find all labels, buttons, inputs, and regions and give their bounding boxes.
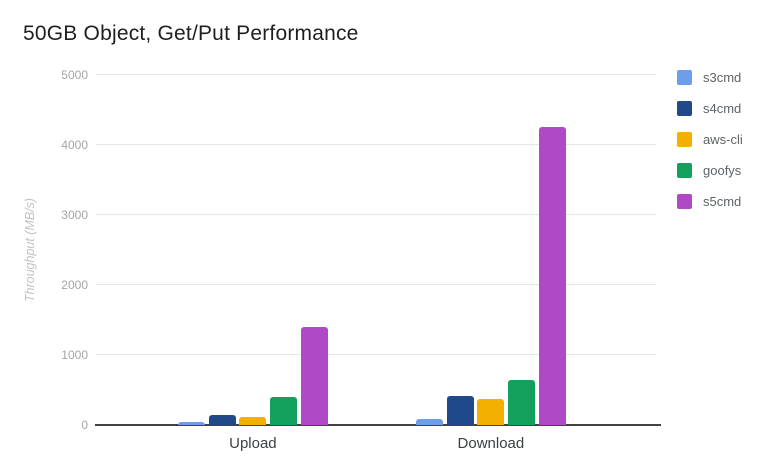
bar-s4cmd-download xyxy=(446,396,474,425)
gridline xyxy=(96,74,656,75)
bar-s5cmd-upload xyxy=(300,327,328,425)
y-tick-label: 3000 xyxy=(61,208,88,222)
bar-aws-cli-download xyxy=(477,399,505,425)
legend-label: s3cmd xyxy=(703,70,742,85)
gridline xyxy=(96,144,656,145)
bar-s3cmd-upload xyxy=(178,421,205,425)
x-axis-line xyxy=(95,424,661,426)
chart-title: 50GB Object, Get/Put Performance xyxy=(23,22,359,45)
legend-swatch-icon xyxy=(677,101,692,116)
legend-swatch-icon xyxy=(677,163,692,178)
legend-label: aws-cli xyxy=(703,132,743,147)
bar-aws-cli-upload xyxy=(239,417,267,425)
legend-item-aws-cli: aws-cli xyxy=(677,132,743,147)
bar-s3cmd-download xyxy=(416,419,443,425)
legend-swatch-icon xyxy=(677,194,692,209)
legend-item-s4cmd: s4cmd xyxy=(677,101,743,116)
y-tick-label: 0 xyxy=(81,418,88,432)
gridline xyxy=(96,284,656,285)
bar-s4cmd-upload xyxy=(208,415,236,425)
y-tick-label: 2000 xyxy=(61,278,88,292)
legend-swatch-icon xyxy=(677,70,692,85)
legend-label: goofys xyxy=(703,163,742,178)
legend: s3cmd s4cmd aws-cli goofys s5cmd xyxy=(677,70,743,225)
plot-area xyxy=(95,74,661,426)
legend-label: s4cmd xyxy=(703,101,742,116)
legend-item-s3cmd: s3cmd xyxy=(677,70,743,85)
x-category-label-upload: Upload xyxy=(229,435,277,452)
gridline xyxy=(96,354,656,355)
legend-swatch-icon xyxy=(677,132,692,147)
legend-item-goofys: goofys xyxy=(677,163,743,178)
y-tick-label: 5000 xyxy=(61,68,88,82)
x-category-label-download: Download xyxy=(457,435,525,452)
bar-goofys-upload xyxy=(270,397,298,425)
bar-s5cmd-download xyxy=(538,126,566,425)
gridline xyxy=(96,214,656,215)
y-tick-label: 4000 xyxy=(61,138,88,152)
legend-item-s5cmd: s5cmd xyxy=(677,194,743,209)
y-tick-label: 1000 xyxy=(61,348,88,362)
legend-label: s5cmd xyxy=(703,194,742,209)
bar-goofys-download xyxy=(508,380,536,425)
